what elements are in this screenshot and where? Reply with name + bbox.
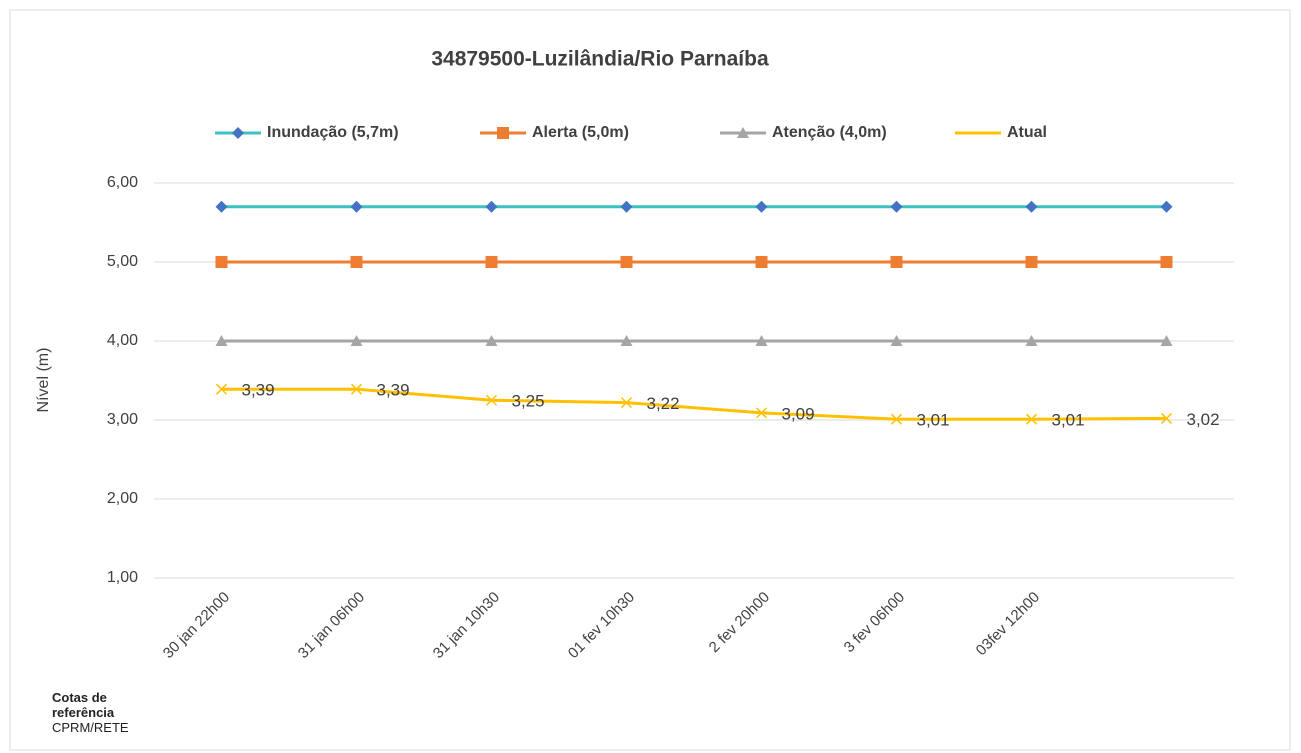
- footnote-title: Cotas de referência: [52, 690, 115, 720]
- marker: [232, 127, 244, 139]
- marker: [737, 127, 749, 138]
- marker: [755, 335, 768, 346]
- data-label: 3,39: [242, 381, 275, 400]
- data-label: 3,09: [782, 404, 815, 423]
- y-tick-label: 6,00: [107, 174, 138, 191]
- marker: [890, 335, 903, 346]
- data-label: 3,02: [1187, 410, 1220, 429]
- marker: [755, 200, 768, 213]
- y-tick-label: 4,00: [107, 332, 138, 349]
- marker: [620, 335, 633, 346]
- marker: [620, 256, 633, 268]
- marker: [1025, 413, 1038, 425]
- marker: [1025, 335, 1038, 346]
- marker: [350, 335, 363, 346]
- y-tick-label: 3,00: [107, 411, 138, 428]
- marker: [1160, 200, 1173, 213]
- marker: [485, 335, 498, 346]
- marker: [350, 383, 363, 395]
- marker: [620, 200, 633, 213]
- y-tick-label: 1,00: [107, 569, 138, 586]
- chart-title: 34879500-Luzilândia/Rio Parnaíba: [431, 48, 769, 71]
- footnote: Cotas de referência CPRM/RETE: [52, 690, 162, 735]
- legend-label: Atenção (4,0m): [772, 124, 887, 141]
- marker: [215, 256, 228, 268]
- marker: [1025, 200, 1038, 213]
- y-axis-label: Nível (m): [35, 348, 52, 413]
- marker: [485, 394, 498, 406]
- chart-border: [9, 9, 1291, 751]
- marker: [215, 335, 228, 346]
- marker: [755, 256, 768, 268]
- marker: [497, 127, 509, 139]
- marker: [215, 383, 228, 395]
- marker: [485, 256, 498, 268]
- data-label: 3,01: [917, 411, 950, 430]
- marker: [890, 413, 903, 425]
- y-tick-label: 5,00: [107, 253, 138, 270]
- data-label: 3,39: [377, 381, 410, 400]
- series-line: [221, 387, 1167, 421]
- legend-label: Atual: [1007, 124, 1047, 141]
- marker: [890, 200, 903, 213]
- marker: [350, 256, 363, 268]
- data-label: 3,25: [512, 392, 545, 411]
- marker: [1160, 335, 1173, 346]
- marker: [890, 256, 903, 268]
- data-label: 3,22: [647, 394, 680, 413]
- y-tick-label: 2,00: [107, 490, 138, 507]
- legend-label: Inundação (5,7m): [267, 124, 399, 141]
- marker: [1160, 256, 1173, 268]
- marker: [215, 200, 228, 213]
- marker: [1160, 412, 1173, 424]
- marker: [350, 200, 363, 213]
- legend-label: Alerta (5,0m): [532, 124, 629, 141]
- marker: [755, 407, 768, 419]
- data-label: 3,01: [1052, 411, 1085, 430]
- marker: [620, 397, 633, 409]
- marker: [1025, 256, 1038, 268]
- marker: [485, 200, 498, 213]
- footnote-source: CPRM/RETE: [52, 720, 129, 735]
